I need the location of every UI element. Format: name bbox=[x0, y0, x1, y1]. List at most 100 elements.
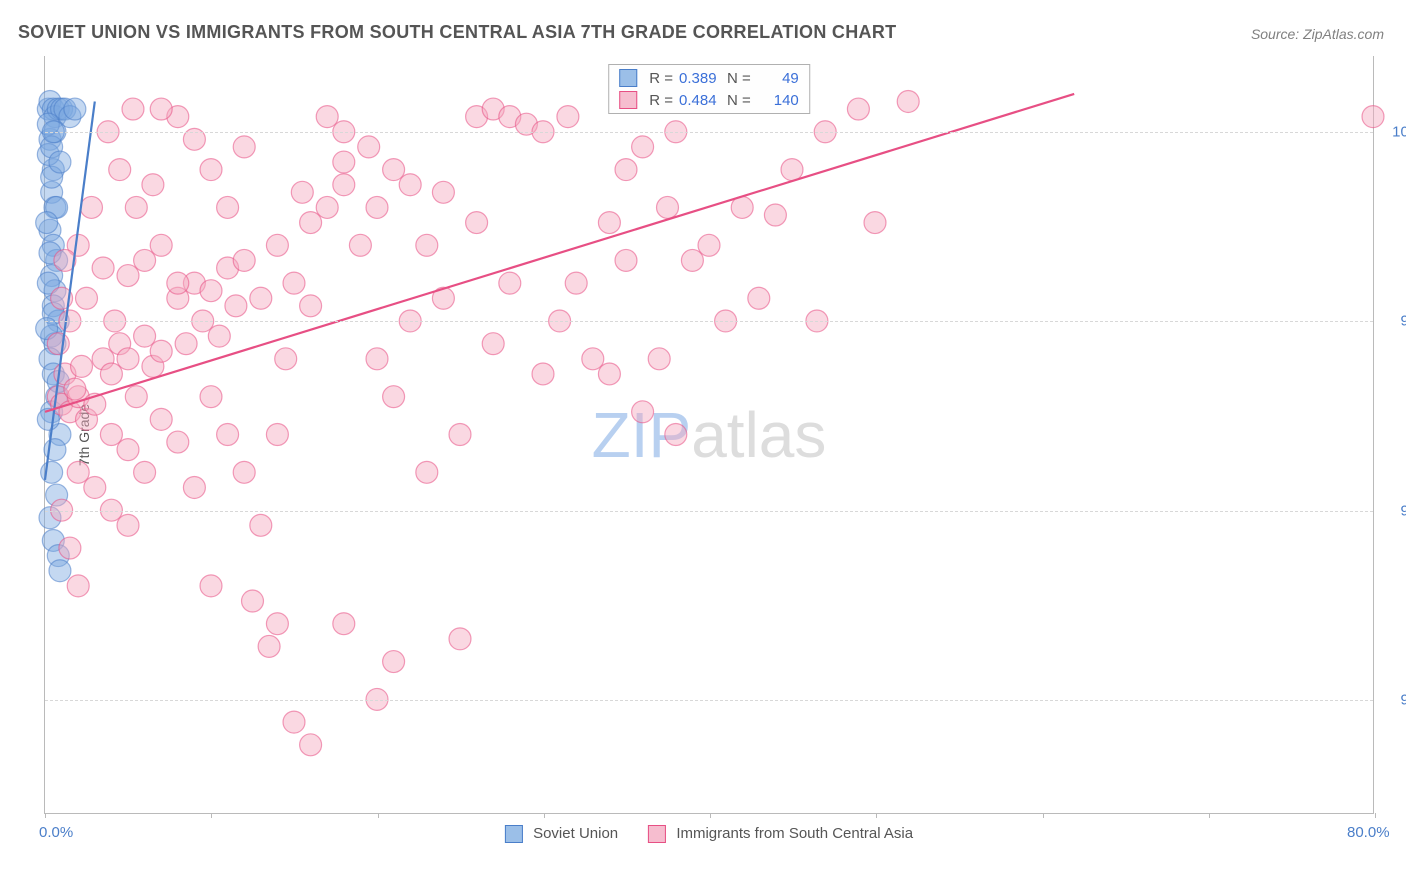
data-point bbox=[233, 461, 255, 483]
legend-item-1: Immigrants from South Central Asia bbox=[648, 825, 913, 843]
data-point bbox=[847, 98, 869, 120]
data-point bbox=[665, 424, 687, 446]
data-point bbox=[416, 234, 438, 256]
data-point bbox=[134, 325, 156, 347]
data-point bbox=[416, 461, 438, 483]
xtick-label: 0.0% bbox=[39, 824, 73, 841]
data-point bbox=[283, 272, 305, 294]
data-point bbox=[449, 628, 471, 650]
data-point bbox=[125, 386, 147, 408]
data-point bbox=[300, 212, 322, 234]
data-point bbox=[432, 181, 454, 203]
data-point bbox=[333, 174, 355, 196]
xtick-mark bbox=[876, 813, 877, 818]
data-point bbox=[117, 439, 139, 461]
chart-area: 100.0%97.5%95.0%92.5% 7th Grade ZIPatlas… bbox=[44, 56, 1374, 814]
r-label-0: R = bbox=[649, 70, 673, 87]
gridline-y bbox=[45, 511, 1373, 512]
ytick-label: 95.0% bbox=[1383, 502, 1406, 519]
data-point bbox=[100, 363, 122, 385]
data-point bbox=[117, 348, 139, 370]
xtick-mark bbox=[378, 813, 379, 818]
data-point bbox=[300, 295, 322, 317]
data-point bbox=[266, 613, 288, 635]
legend-swatch-0 bbox=[619, 69, 637, 87]
data-point bbox=[225, 295, 247, 317]
data-point bbox=[283, 711, 305, 733]
data-point bbox=[632, 136, 654, 158]
data-point bbox=[233, 249, 255, 271]
data-point bbox=[250, 514, 272, 536]
data-point bbox=[557, 106, 579, 128]
r-value-0: 0.389 bbox=[679, 70, 721, 87]
n-value-1: 140 bbox=[757, 92, 799, 109]
data-point bbox=[366, 196, 388, 218]
data-point bbox=[134, 249, 156, 271]
data-point bbox=[242, 590, 264, 612]
xtick-mark bbox=[1209, 813, 1210, 818]
data-point bbox=[150, 340, 172, 362]
data-point bbox=[333, 613, 355, 635]
data-point bbox=[175, 333, 197, 355]
data-point bbox=[266, 234, 288, 256]
data-point bbox=[117, 265, 139, 287]
data-point bbox=[499, 272, 521, 294]
data-point bbox=[598, 363, 620, 385]
data-point bbox=[316, 196, 338, 218]
data-point bbox=[383, 386, 405, 408]
data-point bbox=[266, 424, 288, 446]
data-point bbox=[200, 280, 222, 302]
data-point bbox=[36, 212, 58, 234]
data-point bbox=[582, 348, 604, 370]
data-point bbox=[615, 249, 637, 271]
data-point bbox=[150, 408, 172, 430]
chart-title: SOVIET UNION VS IMMIGRANTS FROM SOUTH CE… bbox=[18, 22, 896, 43]
data-point bbox=[134, 461, 156, 483]
data-point bbox=[67, 461, 89, 483]
xtick-mark bbox=[1375, 813, 1376, 818]
data-point bbox=[142, 174, 164, 196]
legend-item-0: Soviet Union bbox=[505, 825, 618, 843]
legend-swatch-bottom-1 bbox=[648, 825, 666, 843]
data-point bbox=[366, 348, 388, 370]
xtick-mark bbox=[45, 813, 46, 818]
data-point bbox=[383, 651, 405, 673]
data-point bbox=[781, 159, 803, 181]
data-point bbox=[681, 249, 703, 271]
data-point bbox=[59, 537, 81, 559]
data-point bbox=[657, 196, 679, 218]
data-point bbox=[47, 333, 69, 355]
data-point bbox=[117, 514, 139, 536]
xtick-label: 80.0% bbox=[1347, 824, 1390, 841]
data-point bbox=[92, 257, 114, 279]
data-point bbox=[258, 635, 280, 657]
data-point bbox=[399, 174, 421, 196]
data-point bbox=[80, 196, 102, 218]
data-point bbox=[383, 159, 405, 181]
data-point bbox=[1362, 106, 1384, 128]
data-point bbox=[565, 272, 587, 294]
data-point bbox=[291, 181, 313, 203]
legend-label-0: Soviet Union bbox=[533, 825, 618, 842]
data-point bbox=[300, 734, 322, 756]
legend-row-0: R = 0.389 N = 49 bbox=[613, 67, 805, 89]
data-point bbox=[316, 106, 338, 128]
data-point bbox=[100, 424, 122, 446]
data-point bbox=[648, 348, 670, 370]
data-point bbox=[200, 386, 222, 408]
data-point bbox=[150, 234, 172, 256]
data-point bbox=[275, 348, 297, 370]
ytick-label: 100.0% bbox=[1383, 123, 1406, 140]
data-point bbox=[49, 151, 71, 173]
data-point bbox=[466, 212, 488, 234]
data-point bbox=[49, 560, 71, 582]
data-point bbox=[167, 272, 189, 294]
data-point bbox=[150, 98, 172, 120]
data-point bbox=[217, 424, 239, 446]
data-point bbox=[698, 234, 720, 256]
data-point bbox=[71, 355, 93, 377]
data-point bbox=[125, 196, 147, 218]
data-point bbox=[167, 431, 189, 453]
xtick-mark bbox=[544, 813, 545, 818]
xtick-mark bbox=[710, 813, 711, 818]
